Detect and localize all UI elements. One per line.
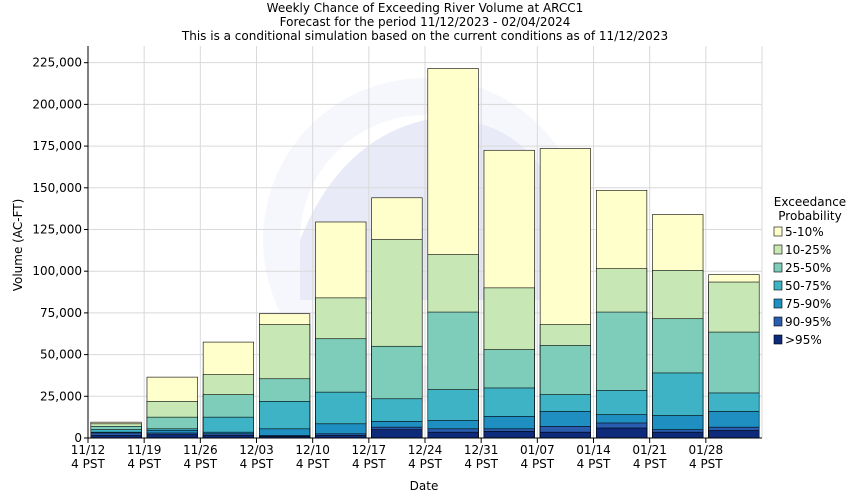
bar-segment: [708, 430, 760, 439]
bar-segment: [539, 431, 591, 439]
y-tick-label: 100,000: [32, 264, 82, 278]
x-tick-time: 4 PST: [408, 457, 442, 471]
x-tick-date: 01/07: [520, 443, 555, 457]
legend-label: 75-90%: [785, 297, 831, 311]
x-tick-time: 4 PST: [464, 457, 498, 471]
y-tick-label: 175,000: [32, 139, 82, 153]
bars: [90, 68, 760, 439]
y-tick-label: 225,000: [32, 56, 82, 70]
legend-label: >95%: [785, 333, 822, 347]
y-tick-labels: 0 25,000 50,000 75,000 100,000 125,000 150,000…: [32, 56, 82, 445]
x-tick-time: 4 PST: [689, 457, 723, 471]
x-tick-date: 12/24: [408, 443, 443, 457]
x-tick-date: 11/19: [127, 443, 162, 457]
y-tick-label: 150,000: [32, 181, 82, 195]
y-tick-label: 25,000: [40, 389, 82, 403]
legend-label: 25-50%: [785, 261, 831, 275]
x-tick-time: 4 PST: [352, 457, 386, 471]
x-tick-time: 4 PST: [127, 457, 161, 471]
x-tick-time: 4 PST: [521, 457, 555, 471]
bar-segment: [371, 429, 423, 439]
x-tick-time: 4 PST: [296, 457, 330, 471]
x-tick-time: 4 PST: [71, 457, 105, 471]
y-tick-label: 50,000: [40, 348, 82, 362]
x-tick-date: 11/12: [71, 443, 106, 457]
x-tick-time: 4 PST: [633, 457, 667, 471]
x-tick-date: 12/17: [352, 443, 387, 457]
x-tick-date: 01/21: [632, 443, 667, 457]
axes: [84, 46, 762, 443]
x-tick-date: 01/14: [576, 443, 611, 457]
legend-label: 10-25%: [785, 243, 831, 257]
y-tick-label: 0: [74, 431, 82, 445]
y-axis-label: Volume (AC-FT): [11, 199, 25, 292]
legend-label: 90-95%: [785, 315, 831, 329]
x-tick-date: 11/26: [183, 443, 218, 457]
x-tick-date: 12/10: [295, 443, 330, 457]
bar-segment: [652, 431, 704, 439]
x-tick-date: 12/31: [464, 443, 499, 457]
chart-subtitle-2: This is a conditional simulation based o…: [181, 29, 668, 43]
bar-segment: [483, 431, 535, 439]
x-tick-time: 4 PST: [577, 457, 611, 471]
chart-title: Weekly Chance of Exceeding River Volume …: [267, 1, 584, 15]
x-axis-label: Date: [410, 479, 439, 493]
legend-title: Exceedance: [774, 195, 846, 209]
bar-segment: [427, 431, 479, 439]
x-tick-time: 4 PST: [184, 457, 218, 471]
legend-swatch: [773, 244, 783, 255]
legend-label: 5-10%: [785, 225, 824, 239]
x-tick-date: 12/03: [239, 443, 274, 457]
chart-subtitle: Forecast for the period 11/12/2023 - 02/…: [280, 15, 571, 29]
y-tick-label: 75,000: [40, 306, 82, 320]
legend-swatch: [773, 226, 783, 237]
legend-swatch: [773, 316, 783, 327]
legend-subtitle: Probability: [778, 209, 841, 223]
legend-swatch: [773, 334, 783, 345]
legend-swatch: [773, 262, 783, 273]
x-tick-date: 01/28: [689, 443, 724, 457]
bar-segment: [146, 434, 198, 439]
x-tick-time: 4 PST: [240, 457, 274, 471]
y-tick-label: 125,000: [32, 222, 82, 236]
legend-label: 50-75%: [785, 279, 831, 293]
legend-swatch: [773, 298, 783, 309]
bar-segment: [596, 427, 648, 439]
legend-swatch: [773, 280, 783, 291]
y-tick-label: 200,000: [32, 97, 82, 111]
